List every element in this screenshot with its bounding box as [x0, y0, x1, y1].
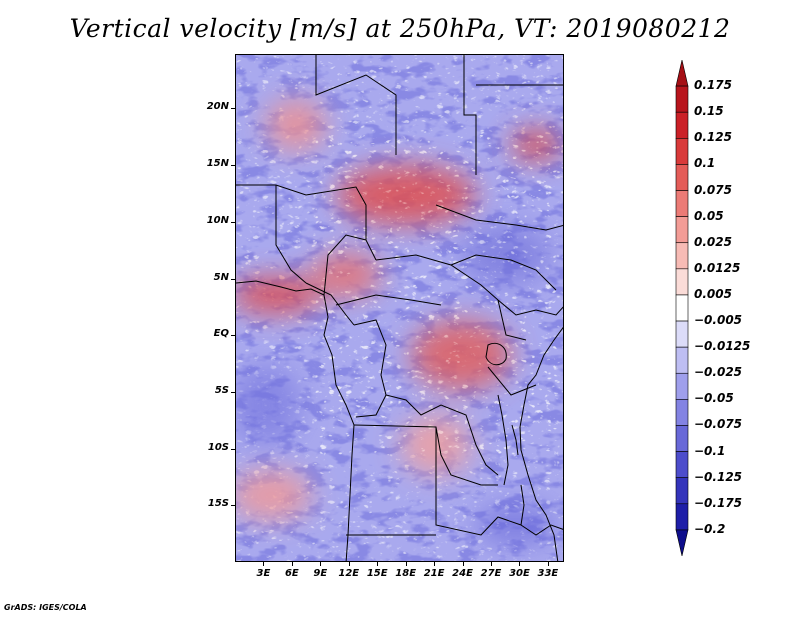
colorbar-label: −0.075	[694, 417, 743, 432]
colorbar-label: −0.025	[694, 365, 743, 380]
lon-tick	[406, 562, 407, 566]
chart-title: Vertical velocity [m/s] at 250hPa, VT: 2…	[69, 14, 731, 43]
lat-tick	[231, 335, 235, 336]
colorbar-label: 0.0125	[694, 260, 741, 275]
lon-tick	[463, 562, 464, 566]
lon-tick	[434, 562, 435, 566]
vertical-velocity-map	[236, 55, 563, 561]
colorbar-label: 0.175	[694, 78, 732, 93]
lat-tick-label: 10N	[206, 214, 229, 226]
colorbar-swatch	[675, 451, 689, 478]
colorbar-swatch	[675, 111, 689, 139]
lon-tick	[377, 562, 378, 566]
lat-tick	[231, 392, 235, 393]
lon-tick-label: 12E	[338, 568, 360, 579]
colorbar-swatch	[675, 268, 689, 296]
lat-tick	[231, 108, 235, 109]
lat-tick-label: 15S	[207, 498, 229, 510]
colorbar-label: −0.005	[694, 313, 743, 328]
lat-tick	[231, 505, 235, 506]
lat-tick-label: 15N	[206, 158, 229, 170]
lat-tick-label: 10S	[207, 441, 229, 453]
colorbar-swatch	[675, 242, 689, 270]
lon-tick-label: 30E	[509, 568, 530, 579]
lon-tick-label: 27E	[480, 568, 502, 579]
lon-tick-label: 33E	[537, 568, 559, 579]
colorbar-swatch	[675, 399, 689, 426]
lon-tick	[292, 562, 293, 566]
lon-tick	[349, 562, 350, 566]
lon-tick-label: 15E	[366, 568, 388, 579]
colorbar-label: −0.05	[694, 391, 734, 406]
colorbar-swatch	[675, 372, 689, 400]
colorbar	[675, 60, 689, 556]
colorbar-swatch	[675, 216, 689, 244]
colorbar-label: −0.125	[694, 469, 743, 484]
lon-tick-label: 18E	[395, 568, 417, 579]
colorbar-swatch	[675, 425, 689, 452]
lat-tick	[231, 165, 235, 166]
colorbar-label: 0.15	[694, 104, 724, 119]
colorbar-swatch	[675, 346, 689, 374]
lat-tick-label: 5N	[213, 271, 229, 283]
lon-tick-label: 6E	[284, 568, 299, 579]
lon-tick	[320, 562, 321, 566]
colorbar-label: −0.1	[694, 443, 726, 458]
colorbar-label: 0.1	[694, 156, 716, 171]
footer-credit: GrADS: IGES/COLA	[4, 603, 87, 612]
colorbar-swatch	[675, 477, 689, 505]
colorbar-label: −0.175	[694, 495, 743, 510]
lat-tick-label: 5S	[214, 384, 229, 396]
lat-tick	[231, 449, 235, 450]
colorbar-swatch	[675, 164, 689, 191]
colorbar-label: 0.025	[694, 234, 732, 249]
colorbar-label: −0.2	[694, 521, 726, 536]
colorbar-label: 0.005	[694, 286, 732, 301]
lon-tick	[491, 562, 492, 566]
colorbar-swatch	[675, 503, 689, 531]
colorbar-swatch	[675, 60, 689, 87]
colorbar-swatch	[675, 529, 689, 556]
lon-tick-label: 3E	[256, 568, 271, 579]
colorbar-swatch	[675, 320, 689, 348]
lat-tick	[231, 279, 235, 280]
colorbar-label: 0.075	[694, 182, 732, 197]
lat-tick-label: 20N	[206, 101, 229, 113]
lon-tick-label: 21E	[423, 568, 445, 579]
lon-tick-label: 24E	[452, 568, 473, 579]
map-plot-area	[235, 54, 564, 562]
colorbar-swatch	[675, 85, 689, 113]
lon-tick	[519, 562, 520, 566]
colorbar-label: 0.05	[694, 208, 724, 223]
lat-tick	[231, 222, 235, 223]
colorbar-swatch	[675, 190, 689, 217]
lon-tick-label: 9E	[313, 568, 328, 579]
lon-tick	[263, 562, 264, 566]
colorbar-swatch	[675, 138, 689, 165]
colorbar-swatch	[675, 294, 689, 322]
lat-tick-label: EQ	[213, 328, 229, 340]
lon-tick	[548, 562, 549, 566]
colorbar-label: −0.0125	[694, 339, 751, 354]
colorbar-label: 0.125	[694, 130, 732, 145]
